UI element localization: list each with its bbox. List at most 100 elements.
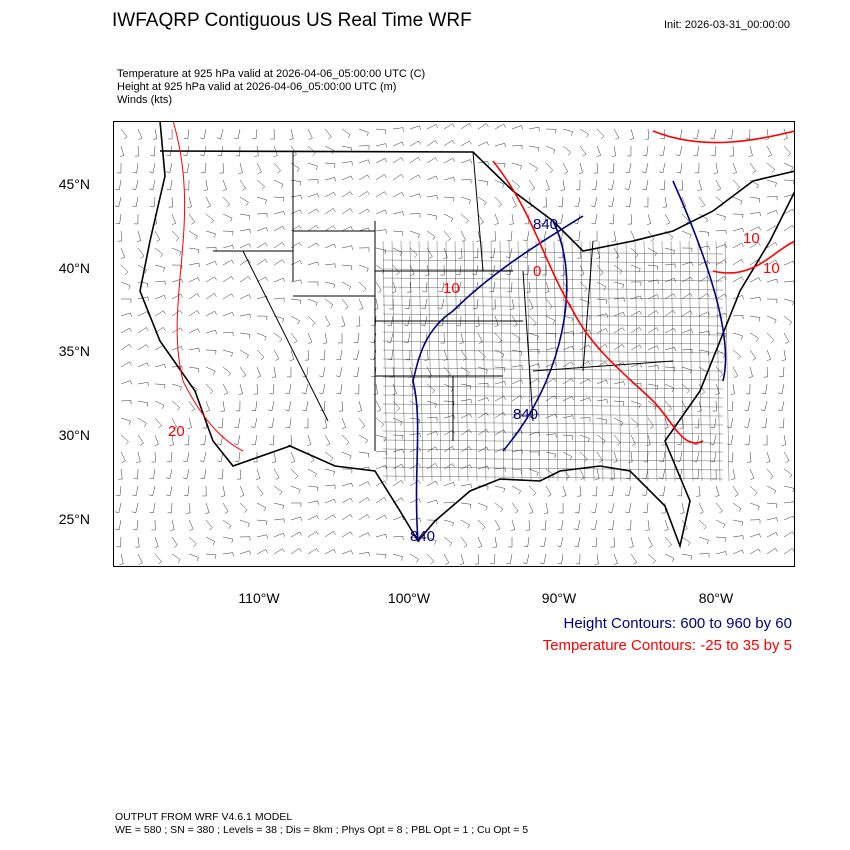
wind-barb bbox=[409, 553, 419, 563]
wind-barb bbox=[426, 463, 438, 470]
wind-barb bbox=[273, 315, 284, 323]
wind-barb bbox=[562, 145, 572, 156]
wind-barb bbox=[120, 400, 132, 405]
wind-barb bbox=[562, 415, 574, 420]
wind-barb bbox=[239, 536, 251, 541]
wind-barb bbox=[511, 502, 519, 514]
wind-barb bbox=[693, 468, 700, 480]
wind-barb bbox=[613, 553, 618, 565]
county-line bbox=[382, 322, 724, 327]
wind-barb bbox=[188, 293, 200, 300]
wind-barb bbox=[290, 502, 302, 507]
wind-barb bbox=[557, 553, 564, 565]
county-line bbox=[445, 240, 451, 482]
wind-barb bbox=[256, 196, 267, 204]
wind-barb bbox=[477, 366, 488, 374]
wind-barb bbox=[556, 536, 564, 547]
wind-barb bbox=[783, 548, 795, 555]
wind-barb bbox=[120, 264, 129, 275]
wind-barb bbox=[120, 281, 131, 290]
wind-barb bbox=[562, 128, 573, 136]
wind-barb bbox=[273, 211, 285, 216]
wind-barb bbox=[205, 196, 211, 208]
wind-barb bbox=[409, 417, 421, 424]
wind-barb bbox=[783, 179, 795, 185]
wind-barb bbox=[148, 179, 156, 191]
wind-barb bbox=[732, 314, 744, 320]
wind-barb bbox=[443, 213, 454, 223]
wind-barb bbox=[730, 383, 735, 395]
wind-barb bbox=[392, 497, 404, 504]
wind-barb bbox=[761, 383, 768, 395]
wind-barb bbox=[783, 128, 788, 140]
wind-barb bbox=[341, 514, 353, 521]
wind-barb bbox=[545, 179, 550, 191]
wind-barb bbox=[409, 247, 418, 258]
wind-barb bbox=[269, 383, 275, 395]
wind-barb bbox=[303, 417, 309, 429]
wind-barb bbox=[222, 366, 232, 377]
wind-barb bbox=[137, 382, 149, 387]
wind-barb bbox=[460, 196, 471, 204]
county-line bbox=[382, 412, 724, 417]
lon-label: 110°W bbox=[238, 590, 280, 606]
wind-barb bbox=[137, 296, 149, 301]
wind-barb bbox=[392, 553, 403, 561]
wind-barb bbox=[658, 468, 666, 479]
wind-barb bbox=[766, 332, 775, 344]
wind-barb bbox=[116, 162, 122, 174]
wind-barb bbox=[222, 349, 233, 357]
wind-barb bbox=[171, 553, 181, 563]
wind-barb bbox=[528, 502, 534, 514]
wind-barb bbox=[137, 434, 144, 446]
wind-barb bbox=[783, 225, 795, 232]
wind-barb bbox=[256, 549, 268, 555]
wind-barb bbox=[392, 247, 403, 257]
wind-barb bbox=[528, 179, 536, 191]
wind-barb bbox=[134, 145, 140, 157]
wind-barb bbox=[647, 310, 659, 317]
wind-barb bbox=[440, 264, 445, 276]
wind-barb bbox=[205, 536, 216, 546]
wind-barb bbox=[783, 315, 793, 326]
wind-barb bbox=[474, 553, 479, 565]
wind-barb bbox=[188, 553, 199, 562]
wind-barb bbox=[664, 383, 675, 392]
wind-barb bbox=[115, 213, 122, 225]
wind-barb bbox=[233, 434, 241, 445]
wind-barb bbox=[783, 298, 794, 306]
wind-barb bbox=[188, 230, 198, 240]
wind-barb bbox=[712, 468, 717, 480]
wind-barb bbox=[324, 192, 336, 198]
wind-barb bbox=[545, 281, 550, 293]
wind-barb bbox=[749, 332, 759, 342]
temperature-label: 10 bbox=[443, 280, 460, 297]
wind-barb bbox=[511, 196, 517, 208]
wind-barb bbox=[460, 159, 472, 164]
wind-barb bbox=[148, 162, 156, 174]
wind-barb bbox=[510, 519, 516, 531]
wind-barb bbox=[574, 502, 581, 514]
wind-barb bbox=[154, 400, 165, 409]
wind-barb bbox=[150, 145, 156, 157]
wind-barb bbox=[681, 276, 693, 283]
wind-barb bbox=[593, 230, 598, 242]
county-line bbox=[382, 439, 724, 444]
wind-barb bbox=[117, 230, 123, 242]
wind-barb bbox=[747, 451, 752, 463]
wind-barb bbox=[375, 417, 385, 428]
county-line bbox=[517, 240, 523, 482]
wind-barb bbox=[596, 361, 608, 368]
wind-barb bbox=[781, 349, 786, 361]
wind-barb bbox=[375, 465, 387, 470]
wind-barb bbox=[169, 434, 174, 446]
county-line bbox=[463, 240, 469, 482]
wind-barb bbox=[562, 451, 573, 461]
wind-barb bbox=[781, 434, 787, 446]
wind-barb bbox=[562, 396, 574, 402]
wind-barb bbox=[590, 196, 598, 207]
county-line bbox=[454, 240, 460, 482]
wind-barb bbox=[732, 179, 741, 191]
wind-barb bbox=[678, 179, 683, 191]
wind-barb bbox=[643, 196, 649, 208]
